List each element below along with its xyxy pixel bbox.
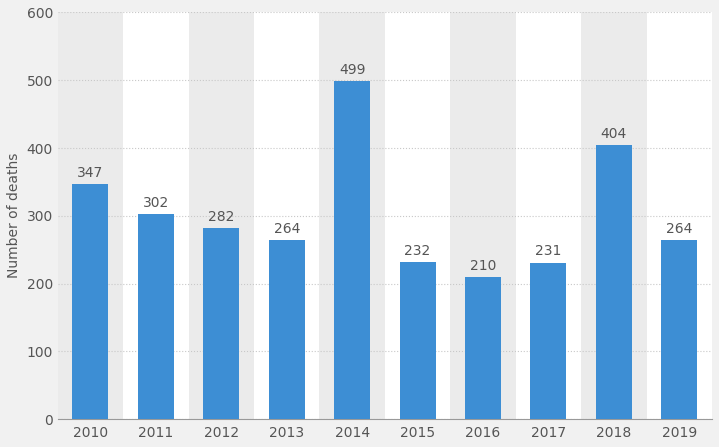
- Bar: [596, 145, 632, 419]
- Text: 264: 264: [273, 222, 300, 236]
- Bar: [319, 13, 385, 419]
- Text: 499: 499: [339, 63, 365, 77]
- Text: 404: 404: [601, 127, 627, 141]
- Text: 231: 231: [535, 245, 562, 258]
- Bar: [450, 13, 516, 419]
- Bar: [138, 215, 174, 419]
- Text: 232: 232: [405, 244, 431, 258]
- Bar: [465, 277, 501, 419]
- Bar: [516, 13, 581, 419]
- Bar: [269, 240, 305, 419]
- Bar: [58, 13, 123, 419]
- Text: 302: 302: [143, 196, 169, 211]
- Bar: [400, 262, 436, 419]
- Bar: [203, 228, 239, 419]
- Text: 264: 264: [666, 222, 692, 236]
- Bar: [254, 13, 319, 419]
- Y-axis label: Number of deaths: Number of deaths: [7, 153, 21, 278]
- Text: 347: 347: [78, 166, 104, 180]
- Bar: [334, 81, 370, 419]
- Bar: [73, 184, 109, 419]
- Text: 282: 282: [208, 210, 234, 224]
- Bar: [646, 13, 712, 419]
- Text: 210: 210: [470, 259, 496, 273]
- Bar: [661, 240, 697, 419]
- Bar: [188, 13, 254, 419]
- Bar: [385, 13, 450, 419]
- Bar: [123, 13, 188, 419]
- Bar: [581, 13, 646, 419]
- Bar: [531, 262, 567, 419]
